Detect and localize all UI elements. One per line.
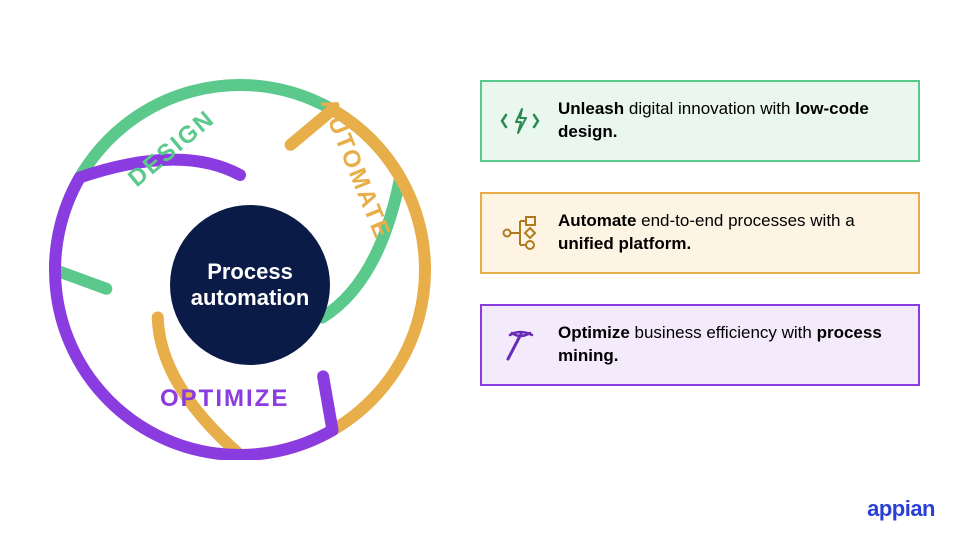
card-optimize-text: Optimize business efficiency with proces…: [558, 322, 900, 368]
pickaxe-icon: [500, 325, 540, 365]
center-hub-label: Processautomation: [191, 259, 310, 312]
center-hub: Processautomation: [170, 205, 330, 365]
card-design-text: Unleash digital innovation with low-code…: [558, 98, 900, 144]
benefit-cards: Unleash digital innovation with low-code…: [480, 80, 920, 386]
lightning-code-icon: [500, 101, 540, 141]
card-optimize: Optimize business efficiency with proces…: [480, 304, 920, 386]
appian-logo: appian: [867, 496, 935, 522]
card-automate: Automate end-to-end processes with a uni…: [480, 192, 920, 274]
segment-label-optimize: OPTIMIZE: [160, 385, 289, 413]
card-design: Unleash digital innovation with low-code…: [480, 80, 920, 162]
card-automate-text: Automate end-to-end processes with a uni…: [558, 210, 900, 256]
workflow-icon: [500, 213, 540, 253]
process-automation-cycle: Processautomation DESIGN AUTOMATE OPTIMI…: [30, 40, 450, 460]
